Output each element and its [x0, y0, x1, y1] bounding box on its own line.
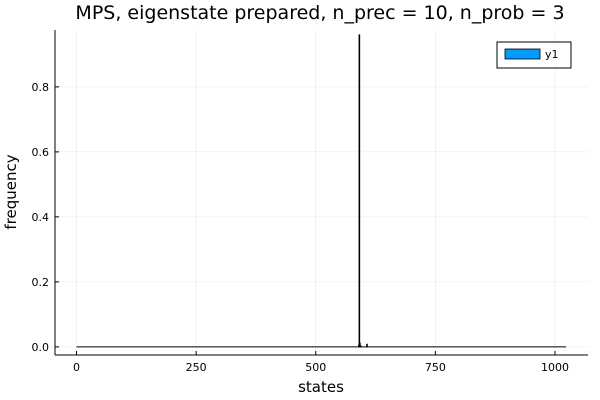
x-tick-label: 250 — [186, 361, 207, 374]
bar — [358, 34, 361, 348]
x-tick-label: 1000 — [541, 361, 569, 374]
x-ticks: 0 250 500 750 1000 — [73, 351, 569, 374]
legend-swatch-y1 — [504, 48, 541, 60]
y-tick-label: 0.6 — [32, 146, 50, 159]
bar — [366, 343, 368, 348]
grid — [55, 30, 588, 355]
x-tick-label: 500 — [305, 361, 326, 374]
x-tick-label: 750 — [425, 361, 446, 374]
y-tick-label: 0.8 — [32, 81, 50, 94]
chart-title: MPS, eigenstate prepared, n_prec = 10, n… — [75, 2, 564, 24]
x-tick-label: 0 — [73, 361, 80, 374]
y-tick-label: 0.0 — [32, 341, 50, 354]
legend: y1 — [496, 41, 572, 69]
y-tick-label: 0.4 — [32, 211, 50, 224]
y-tick-label: 0.2 — [32, 276, 50, 289]
y-ticks: 0.0 0.2 0.4 0.6 0.8 — [32, 81, 59, 354]
bar — [359, 345, 362, 348]
legend-label-y1: y1 — [545, 48, 559, 61]
y-axis-label: frequency — [2, 154, 20, 229]
x-axis-label: states — [298, 378, 344, 396]
bars-series-y1 — [76, 34, 566, 348]
